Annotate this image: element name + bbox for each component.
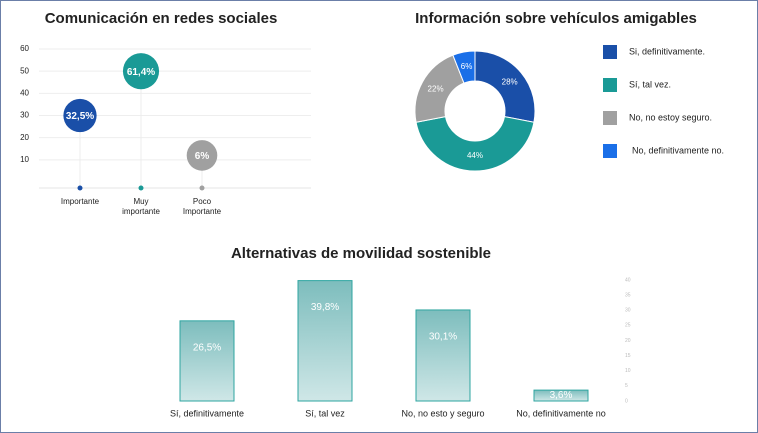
data-label: 6% — [461, 62, 473, 71]
donut-slice — [474, 50, 536, 123]
data-label: 22% — [428, 84, 444, 93]
y-tick-label: 25 — [625, 323, 631, 329]
y-tick-label: 10 — [20, 155, 29, 164]
legend-swatch — [603, 78, 617, 92]
axis-dot — [199, 185, 205, 191]
y-tick-label: 40 — [625, 277, 631, 283]
legend-swatch — [603, 144, 617, 158]
bar — [179, 320, 235, 402]
legend-swatch — [603, 45, 617, 59]
x-tick-label: No, definitivamente no — [516, 408, 606, 418]
data-label: 44% — [467, 151, 483, 160]
data-label: 32,5% — [66, 111, 94, 122]
x-tick-label: Sí, tal vez — [305, 408, 345, 418]
axis-dot — [77, 185, 83, 191]
chart-title: Información sobre vehículos amigables — [415, 10, 697, 27]
bar — [533, 389, 589, 402]
data-label: 3,6% — [550, 390, 573, 401]
y-tick-label: 30 — [20, 111, 29, 120]
legend-swatch — [603, 111, 617, 125]
y-tick-label: 60 — [20, 44, 29, 53]
x-tick-label: No, no esto y seguro — [401, 408, 484, 418]
data-label: 26,5% — [193, 342, 221, 353]
data-label: 28% — [502, 77, 518, 86]
data-label: 6% — [195, 151, 210, 162]
y-tick-label: 30 — [625, 308, 631, 314]
x-tick-label: Importante — [60, 197, 100, 206]
y-tick-label: 20 — [20, 133, 29, 142]
y-tick-label: 5 — [625, 383, 628, 389]
x-tick-label: Sí, definitivamente — [170, 408, 244, 418]
bar — [297, 280, 353, 402]
data-label: 61,4% — [127, 67, 155, 78]
legend-label: No, definitivamente no. — [632, 145, 724, 155]
x-tick-label: Muy importante — [122, 197, 160, 216]
y-tick-label: 10 — [625, 368, 631, 374]
y-tick-label: 40 — [20, 88, 29, 97]
bubble — [186, 140, 218, 171]
axis-dot — [138, 185, 144, 191]
legend-label: No, no estoy seguro. — [629, 112, 712, 122]
bar — [415, 309, 471, 402]
bubble — [63, 98, 97, 133]
y-tick-label: 35 — [625, 292, 631, 298]
chart-title: Comunicación en redes sociales — [45, 10, 278, 27]
legend-label: Sí, tal vez. — [629, 79, 671, 89]
data-label: 39,8% — [311, 302, 339, 313]
donut-slice — [415, 116, 535, 172]
y-tick-label: 0 — [625, 398, 628, 404]
donut-slice — [452, 50, 476, 84]
bubble — [122, 53, 160, 90]
chart-title: Alternativas de movilidad sostenible — [231, 245, 491, 262]
legend-label: Si, definitivamente. — [629, 46, 705, 56]
x-tick-label: Poco Importante — [182, 197, 222, 216]
data-label: 30,1% — [429, 332, 457, 343]
y-tick-label: 20 — [625, 338, 631, 344]
y-tick-label: 15 — [625, 353, 631, 359]
y-tick-label: 50 — [20, 66, 29, 75]
